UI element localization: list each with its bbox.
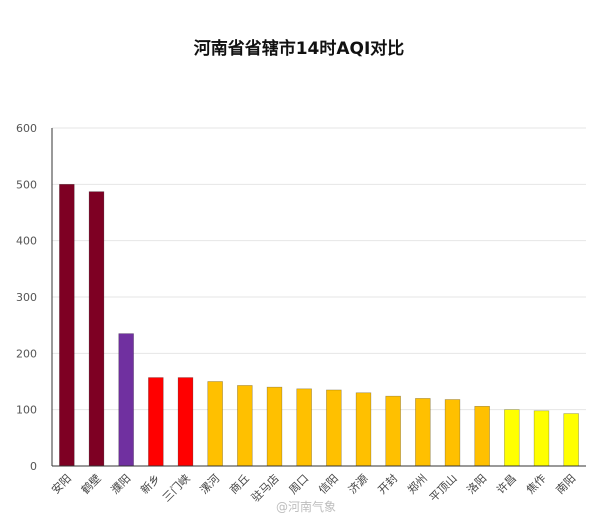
x-tick-label: 平顶山 xyxy=(427,472,460,505)
bar xyxy=(266,386,283,467)
gridlines xyxy=(52,127,586,411)
x-tick-label: 周口 xyxy=(287,472,312,497)
x-tick-label: 鹤壁 xyxy=(78,471,103,496)
bar xyxy=(326,389,342,467)
x-tick-label: 济源 xyxy=(345,471,370,496)
y-tick-label: 400 xyxy=(16,235,37,248)
bar xyxy=(207,381,223,467)
bar xyxy=(444,399,461,467)
bar xyxy=(148,377,164,467)
x-tick-label: 三门峡 xyxy=(159,471,192,504)
x-tick-label: 许昌 xyxy=(494,472,519,497)
x-tick-label: 洛阳 xyxy=(464,471,489,496)
axes xyxy=(51,128,586,467)
x-tick-label: 漯河 xyxy=(198,472,223,497)
bar xyxy=(355,392,372,467)
x-tick-label: 焦作 xyxy=(524,472,549,497)
y-tick-label: 300 xyxy=(16,291,37,304)
bar xyxy=(504,409,520,467)
bar xyxy=(415,398,431,467)
y-tick-label: 100 xyxy=(16,404,37,417)
y-axis-ticks: 0 100 200 300 400 500 600 xyxy=(16,122,37,473)
y-tick-label: 200 xyxy=(16,347,37,360)
x-tick-label: 新乡 xyxy=(137,471,162,496)
x-tick-label: 濮阳 xyxy=(108,471,133,496)
bar xyxy=(474,405,490,467)
watermark: @河南气象 xyxy=(276,500,337,514)
x-tick-label: 郑州 xyxy=(404,471,429,496)
y-tick-label: 600 xyxy=(16,122,37,135)
bar xyxy=(533,410,550,467)
y-tick-label: 500 xyxy=(16,178,37,191)
bar xyxy=(385,395,401,467)
bar xyxy=(88,191,105,467)
bar xyxy=(59,184,75,467)
y-tick-label: 0 xyxy=(30,460,37,473)
bars xyxy=(59,184,579,467)
x-tick-label: 开封 xyxy=(375,471,400,496)
bar xyxy=(296,388,312,467)
x-tick-label: 安阳 xyxy=(48,471,73,496)
chart-title: 河南省省辖市14时AQI对比 xyxy=(193,39,405,59)
x-tick-label: 信阳 xyxy=(316,472,341,497)
x-tick-label: 商丘 xyxy=(226,471,251,496)
bar xyxy=(237,385,253,467)
bar xyxy=(118,333,134,467)
bar xyxy=(177,377,194,467)
x-tick-label: 南阳 xyxy=(554,472,579,497)
bar xyxy=(563,413,579,467)
